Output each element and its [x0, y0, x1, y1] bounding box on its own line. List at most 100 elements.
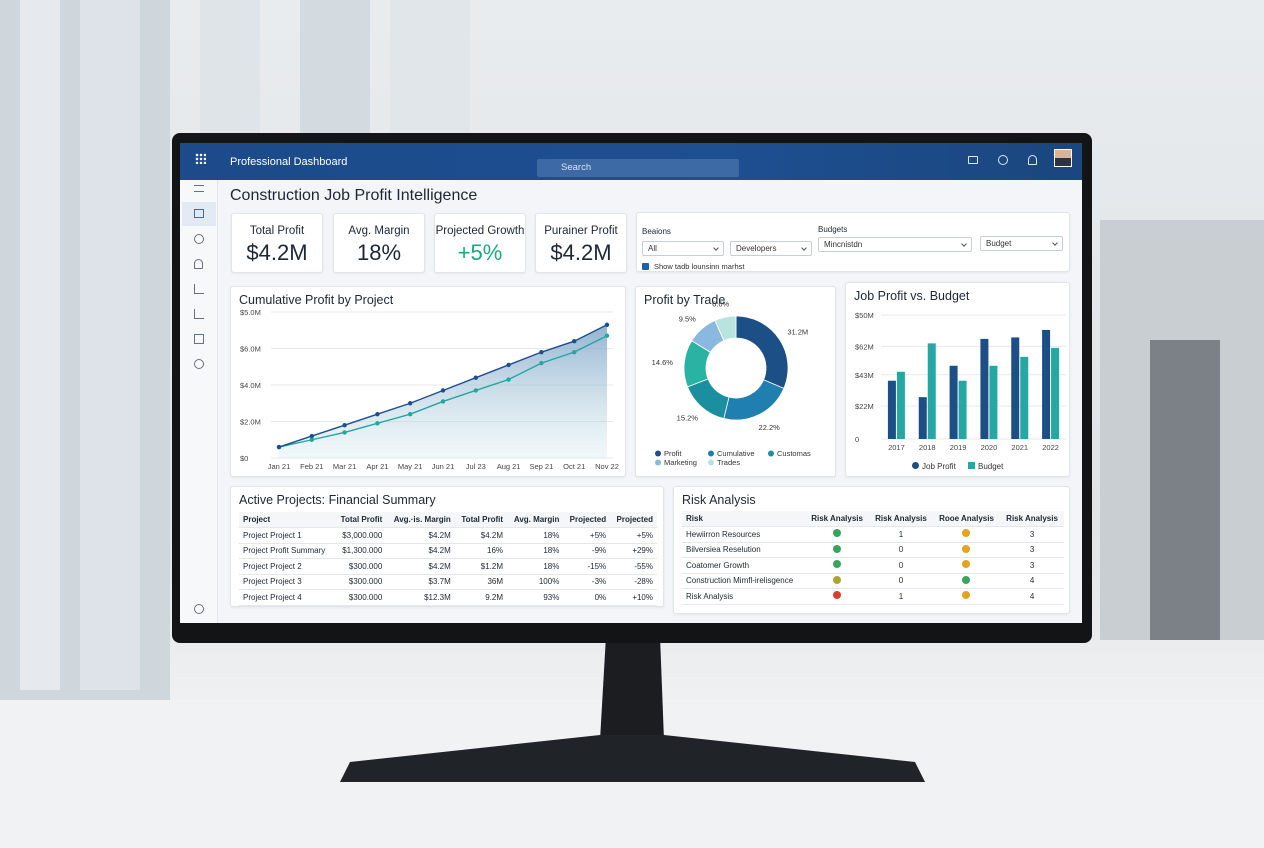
notifications-icon[interactable]	[1028, 155, 1037, 165]
table-row: Bilversiea Reselution 0 3	[682, 542, 1064, 558]
table-cell: Project Project 1	[239, 527, 335, 544]
nav-settings[interactable]	[194, 359, 204, 369]
legend-label: Cumulative	[717, 449, 755, 458]
nav-analytics[interactable]	[194, 309, 204, 319]
nav-settings-bottom[interactable]	[194, 604, 204, 614]
x-tick-label: Sep 21	[530, 462, 554, 471]
chart-title: Profit by Trade	[644, 293, 726, 307]
point	[309, 437, 314, 442]
kpi-value: $4.2M	[246, 240, 308, 265]
filter-select[interactable]: Budget	[980, 236, 1063, 251]
status-cell	[805, 557, 870, 574]
status-icon	[833, 560, 842, 569]
point	[506, 362, 511, 368]
status-cell	[805, 542, 870, 558]
search-box[interactable]: Search	[537, 159, 739, 177]
kpi-label: Avg. Margin	[348, 225, 410, 237]
bar-panel: Job Profit vs. Budget 0 $22M $43M $62M $50M 2…	[845, 282, 1070, 477]
column-header: Avg.·is. Margin	[386, 512, 455, 528]
page-title: Construction Job Profit Intelligence	[230, 187, 478, 204]
x-tick-label: 2017	[888, 443, 905, 452]
legend-label: Budget	[978, 462, 1004, 471]
nav-history[interactable]	[194, 234, 204, 244]
table-cell: Project Project 3	[239, 574, 335, 590]
y-tick-label: $0	[240, 454, 248, 463]
table-cell: 100%	[507, 574, 564, 590]
column-header: Total Profit	[334, 512, 387, 528]
table-row: Hewiirron Resources 1 3	[682, 526, 1064, 543]
kpi-label: Projected Growth	[435, 225, 525, 237]
x-tick-label: Apr 21	[366, 462, 388, 471]
legend-swatch	[708, 450, 714, 457]
legend-label: Job Profit	[922, 462, 957, 471]
bar	[989, 365, 998, 439]
table-cell: 4	[1000, 573, 1064, 589]
point	[440, 399, 446, 404]
nav-home[interactable]	[194, 209, 204, 218]
top-bar: Professional Dashboard Search	[180, 143, 1082, 180]
bar	[1051, 347, 1060, 439]
table-cell: -9%	[563, 543, 611, 559]
point	[440, 388, 446, 393]
monitor-icon[interactable]	[968, 156, 978, 164]
status-icon	[962, 544, 971, 553]
column-header: Rooe Analysis	[932, 511, 1001, 527]
settings-icon[interactable]	[998, 155, 1008, 165]
legend-label: Customas	[777, 449, 811, 458]
table-row: Coatomer Growth 0 3	[682, 557, 1064, 574]
menu-icon[interactable]	[194, 185, 204, 192]
kpi-value: +5%	[457, 240, 503, 265]
table-cell: 93%	[507, 589, 564, 606]
y-tick-label: $6.0M	[240, 345, 261, 354]
x-tick-label: 2020	[981, 443, 998, 452]
table-cell: Hewiirron Resources	[682, 526, 806, 543]
point	[604, 333, 610, 338]
status-icon	[962, 591, 971, 600]
point	[342, 430, 347, 435]
nav-documents[interactable]	[194, 334, 204, 344]
table-cell: $4.2M	[386, 543, 455, 559]
point	[539, 360, 544, 366]
nav-home-active[interactable]	[182, 202, 216, 226]
data-label: 9.5%	[679, 314, 696, 323]
bar	[949, 365, 958, 439]
legend-swatch	[912, 462, 919, 469]
bar	[896, 371, 905, 439]
nav-alerts[interactable]	[194, 259, 203, 269]
sidebar	[180, 180, 218, 623]
checkbox[interactable]	[642, 263, 649, 270]
nav-reports[interactable]	[194, 284, 204, 294]
filter-select[interactable]: All	[642, 241, 724, 256]
table-cell: $300.000	[334, 558, 387, 575]
table-row: Project Project 3 $300.000 $3.7M 36M 100% -3%…	[239, 574, 657, 590]
kpi-card: Total Profit $4.2M	[231, 213, 323, 273]
bar-chart: 0 $22M $43M $62M $50M 2017 2018 2019 2020 2021 202…	[855, 311, 1066, 471]
apps-icon[interactable]	[195, 153, 206, 164]
filter-select[interactable]: Developers	[730, 241, 812, 256]
search-placeholder: Search	[561, 162, 592, 173]
table-cell: 0	[869, 557, 933, 574]
table-row: Project Project 2 $300.000 $4.2M $1.2M 18% -1…	[239, 558, 657, 575]
y-tick-label: $22M	[855, 402, 874, 411]
kpi-card: Purainer Profit $4.2M	[535, 213, 627, 273]
legend-label: Profit	[664, 449, 682, 458]
kpi-value: $4.2M	[550, 240, 612, 265]
table-cell: $4.2M	[386, 558, 455, 575]
filter-select[interactable]: Mincnistdn	[818, 237, 972, 252]
table-cell: $4.2M	[454, 527, 508, 544]
bar	[980, 338, 989, 439]
y-tick-label: $4.0M	[240, 381, 261, 390]
table-cell: Coatomer Growth	[682, 557, 806, 574]
point	[473, 375, 478, 380]
x-tick-label: 2018	[919, 443, 936, 452]
window-pane	[20, 0, 60, 690]
x-tick-label: Jan 21	[268, 462, 291, 471]
table-row: Project Project 1 $3,000.000 $4.2M $4.2M 18%…	[239, 527, 657, 544]
line-panel: Cumulative Profit by Project $0 $2.0M $4.0…	[230, 286, 626, 477]
pie-panel: Profit by Trade 31.2M 22.2% 15.2% 14.6% 9.5%…	[635, 286, 836, 477]
data-label: 14.6%	[652, 358, 674, 367]
table-cell: 0	[869, 573, 933, 589]
bar	[1011, 337, 1020, 439]
user-avatar[interactable]	[1054, 149, 1072, 167]
